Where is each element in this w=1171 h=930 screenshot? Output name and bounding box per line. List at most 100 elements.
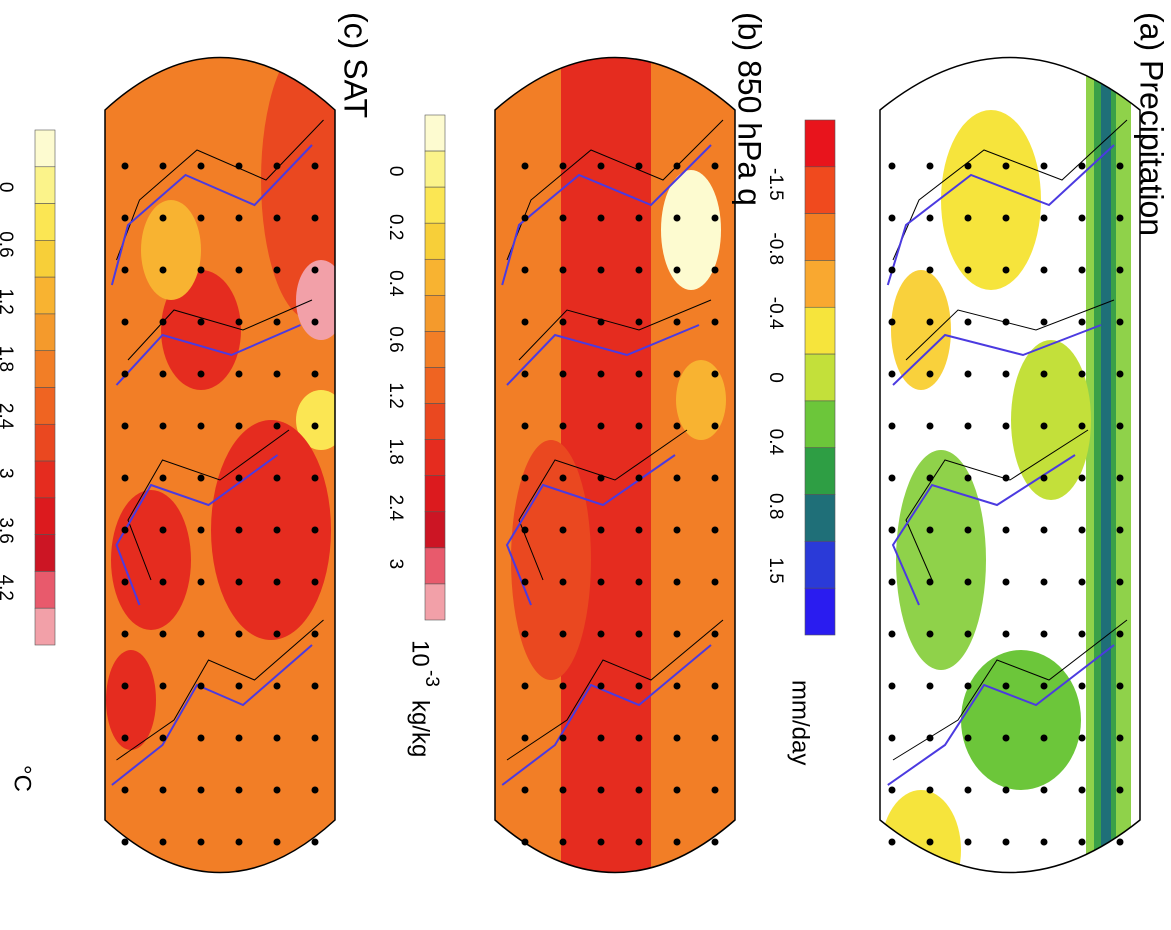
colorbar-box xyxy=(425,476,445,512)
stipple-dot xyxy=(1041,631,1048,638)
stipple-dot xyxy=(927,527,934,534)
stipple-dot xyxy=(889,839,896,846)
stipple-dot xyxy=(1079,423,1086,430)
unit-label: °C xyxy=(9,765,36,792)
stipple-dot xyxy=(965,787,972,794)
stipple-dot xyxy=(122,267,129,274)
stipple-dot xyxy=(636,423,643,430)
stipple-dot xyxy=(1041,579,1048,586)
colorbar-label: 0.6 xyxy=(0,231,16,257)
stipple-dot xyxy=(198,319,205,326)
stipple-dot xyxy=(965,215,972,222)
stipple-dot xyxy=(560,735,567,742)
colorbar-label: 0 xyxy=(0,182,16,193)
stipple-dot xyxy=(1117,319,1124,326)
stipple-dot xyxy=(598,215,605,222)
colorbar-box xyxy=(425,223,445,259)
stipple-dot xyxy=(965,163,972,170)
colorbar-box xyxy=(425,512,445,548)
stipple-dot xyxy=(122,423,129,430)
stipple-dot xyxy=(522,163,529,170)
stipple-dot xyxy=(1003,215,1010,222)
colorbar-box xyxy=(425,187,445,223)
stipple-dot xyxy=(198,787,205,794)
stipple-dot xyxy=(674,163,681,170)
stipple-dot xyxy=(927,215,934,222)
stipple-dot xyxy=(1003,735,1010,742)
map-c xyxy=(105,0,361,930)
stipple-dot xyxy=(965,423,972,430)
stipple-dot xyxy=(1003,787,1010,794)
stipple-dot xyxy=(312,267,319,274)
stipple-dot xyxy=(160,319,167,326)
stipple-dot xyxy=(674,787,681,794)
stipple-dot xyxy=(889,319,896,326)
stipple-dot xyxy=(236,163,243,170)
stipple-dot xyxy=(1003,475,1010,482)
stipple-dot xyxy=(1079,787,1086,794)
stipple-dot xyxy=(122,163,129,170)
stipple-dot xyxy=(160,215,167,222)
colorbar-label: 2.4 xyxy=(0,403,16,430)
colorbar-box xyxy=(35,314,55,351)
stipple-dot xyxy=(236,267,243,274)
stipple-dot xyxy=(598,839,605,846)
stipple-dot xyxy=(312,631,319,638)
colorbar-box xyxy=(425,331,445,367)
stipple-dot xyxy=(636,579,643,586)
stipple-dot xyxy=(198,839,205,846)
stipple-dot xyxy=(1079,319,1086,326)
stipple-dot xyxy=(1041,319,1048,326)
stipple-dot xyxy=(927,787,934,794)
colorbar-label: -0.4 xyxy=(765,297,786,330)
colorbar-label: 1.2 xyxy=(385,382,406,408)
stipple-dot xyxy=(122,735,129,742)
stipple-dot xyxy=(1003,267,1010,274)
stipple-dot xyxy=(674,423,681,430)
stipple-dot xyxy=(522,267,529,274)
stipple-dot xyxy=(312,371,319,378)
stipple-dot xyxy=(560,267,567,274)
stipple-dot xyxy=(1117,683,1124,690)
stipple-dot xyxy=(674,319,681,326)
stipple-dot xyxy=(712,267,719,274)
stipple-dot xyxy=(927,319,934,326)
stipple-dot xyxy=(1041,527,1048,534)
colorbar-box xyxy=(425,115,445,151)
stipple-dot xyxy=(522,683,529,690)
stipple-dot xyxy=(1117,163,1124,170)
colorbar-box xyxy=(425,404,445,440)
colorbar-label: 1.8 xyxy=(0,346,16,372)
stipple-dot xyxy=(674,683,681,690)
stipple-dot xyxy=(1041,787,1048,794)
stipple-dot xyxy=(122,683,129,690)
stipple-dot xyxy=(674,579,681,586)
stipple-dot xyxy=(598,423,605,430)
stipple-dot xyxy=(712,475,719,482)
stipple-dot xyxy=(927,579,934,586)
stipple-dot xyxy=(636,527,643,534)
stipple-dot xyxy=(312,683,319,690)
colorbar-label: 0.8 xyxy=(765,493,786,519)
stipple-dot xyxy=(198,475,205,482)
stipple-dot xyxy=(1003,371,1010,378)
stipple-dot xyxy=(1079,527,1086,534)
stipple-dot xyxy=(1079,735,1086,742)
stipple-dot xyxy=(889,631,896,638)
stipple-dot xyxy=(274,163,281,170)
colorbar-box xyxy=(35,608,55,645)
stipple-dot xyxy=(674,267,681,274)
stipple-dot xyxy=(312,215,319,222)
stipple-dot xyxy=(1079,267,1086,274)
stipple-dot xyxy=(1079,215,1086,222)
colorbar-box xyxy=(35,167,55,204)
stipple-dot xyxy=(160,475,167,482)
stipple-dot xyxy=(636,267,643,274)
colorbar-label: 0 xyxy=(765,372,786,383)
stipple-dot xyxy=(965,735,972,742)
map-a xyxy=(880,0,1140,930)
stipple-dot xyxy=(560,631,567,638)
stipple-dot xyxy=(522,787,529,794)
stipple-dot xyxy=(889,735,896,742)
stipple-dot xyxy=(560,319,567,326)
